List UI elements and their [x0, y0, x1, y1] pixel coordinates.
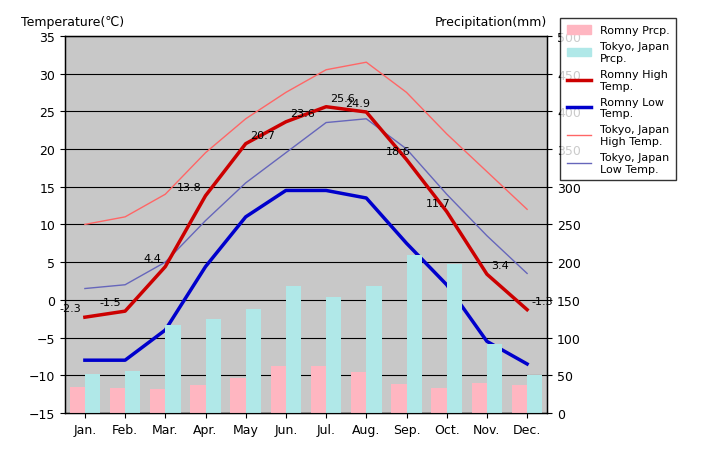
Text: 25.6: 25.6 — [330, 94, 355, 104]
Bar — [407, 255, 422, 413]
Text: 11.7: 11.7 — [426, 198, 451, 208]
Bar — [311, 366, 326, 413]
Romny Low
Temp. — [362, 196, 371, 202]
Romny High
Temp. — [121, 309, 130, 314]
Bar — [85, 374, 100, 413]
Bar — [271, 366, 286, 413]
Bar — [527, 375, 542, 413]
Text: 24.9: 24.9 — [346, 99, 370, 109]
Tokyo, Japan
High Temp. — [482, 169, 491, 175]
Line: Romny High
Temp.: Romny High Temp. — [85, 107, 527, 318]
Bar — [391, 385, 407, 413]
Text: 23.6: 23.6 — [290, 109, 315, 119]
Text: Precipitation(mm): Precipitation(mm) — [435, 16, 547, 29]
Romny Low
Temp. — [161, 328, 170, 333]
Tokyo, Japan
Low Temp. — [241, 181, 250, 186]
Bar — [205, 320, 221, 413]
Romny Low
Temp. — [121, 358, 130, 363]
Tokyo, Japan
Low Temp. — [201, 218, 210, 224]
Romny High
Temp. — [402, 157, 411, 163]
Romny Low
Temp. — [241, 215, 250, 220]
Text: -2.3: -2.3 — [59, 304, 81, 314]
Text: 4.4: 4.4 — [143, 253, 161, 263]
Romny Low
Temp. — [81, 358, 89, 363]
Tokyo, Japan
High Temp. — [241, 117, 250, 122]
Romny High
Temp. — [362, 110, 371, 116]
Romny Low
Temp. — [402, 241, 411, 246]
Bar — [246, 309, 261, 413]
Romny Low
Temp. — [523, 361, 531, 367]
Text: 20.7: 20.7 — [250, 131, 274, 140]
Bar — [166, 325, 181, 413]
Legend: Romny Prcp., Tokyo, Japan
Prcp., Romny High
Temp., Romny Low
Temp., Tokyo, Japan: Romny Prcp., Tokyo, Japan Prcp., Romny H… — [560, 19, 676, 181]
Line: Tokyo, Japan
Low Temp.: Tokyo, Japan Low Temp. — [85, 119, 527, 289]
Tokyo, Japan
High Temp. — [402, 90, 411, 96]
Bar — [351, 372, 366, 413]
Romny Low
Temp. — [442, 282, 451, 288]
Text: 3.4: 3.4 — [491, 261, 508, 271]
Romny High
Temp. — [322, 105, 330, 110]
Tokyo, Japan
Low Temp. — [362, 117, 371, 122]
Romny High
Temp. — [482, 272, 491, 277]
Romny High
Temp. — [81, 315, 89, 320]
Tokyo, Japan
High Temp. — [161, 192, 170, 197]
Tokyo, Japan
Low Temp. — [121, 282, 130, 288]
Tokyo, Japan
High Temp. — [121, 215, 130, 220]
Text: Temperature(℃): Temperature(℃) — [22, 16, 125, 29]
Bar — [487, 344, 502, 413]
Text: -1.3: -1.3 — [531, 296, 553, 306]
Romny High
Temp. — [442, 209, 451, 215]
Romny High
Temp. — [282, 120, 290, 125]
Bar — [70, 387, 85, 413]
Romny High
Temp. — [241, 142, 250, 147]
Tokyo, Japan
High Temp. — [523, 207, 531, 213]
Text: 13.8: 13.8 — [176, 183, 202, 192]
Romny High
Temp. — [523, 307, 531, 313]
Tokyo, Japan
Low Temp. — [282, 151, 290, 156]
Line: Tokyo, Japan
High Temp.: Tokyo, Japan High Temp. — [85, 63, 527, 225]
Bar — [150, 389, 166, 413]
Bar — [286, 286, 301, 413]
Tokyo, Japan
Low Temp. — [442, 192, 451, 197]
Tokyo, Japan
High Temp. — [322, 68, 330, 73]
Bar — [446, 265, 462, 413]
Tokyo, Japan
High Temp. — [442, 132, 451, 137]
Bar — [230, 378, 246, 413]
Line: Romny Low
Temp.: Romny Low Temp. — [85, 191, 527, 364]
Bar — [125, 371, 140, 413]
Romny Low
Temp. — [201, 264, 210, 270]
Tokyo, Japan
High Temp. — [201, 151, 210, 156]
Bar — [366, 286, 382, 413]
Romny Low
Temp. — [482, 339, 491, 344]
Romny Low
Temp. — [282, 188, 290, 194]
Tokyo, Japan
Low Temp. — [161, 260, 170, 265]
Tokyo, Japan
High Temp. — [362, 60, 371, 66]
Bar — [431, 388, 446, 413]
Bar — [190, 385, 205, 413]
Tokyo, Japan
Low Temp. — [482, 234, 491, 239]
Romny High
Temp. — [201, 194, 210, 199]
Text: 18.6: 18.6 — [386, 146, 410, 157]
Bar — [326, 297, 341, 413]
Tokyo, Japan
Low Temp. — [402, 147, 411, 152]
Bar — [110, 388, 125, 413]
Text: -1.5: -1.5 — [99, 298, 121, 308]
Tokyo, Japan
High Temp. — [282, 90, 290, 96]
Tokyo, Japan
High Temp. — [81, 222, 89, 228]
Romny Low
Temp. — [322, 188, 330, 194]
Tokyo, Japan
Low Temp. — [322, 121, 330, 126]
Bar — [512, 385, 527, 413]
Tokyo, Japan
Low Temp. — [523, 271, 531, 277]
Bar — [472, 383, 487, 413]
Tokyo, Japan
Low Temp. — [81, 286, 89, 291]
Romny High
Temp. — [161, 264, 170, 270]
